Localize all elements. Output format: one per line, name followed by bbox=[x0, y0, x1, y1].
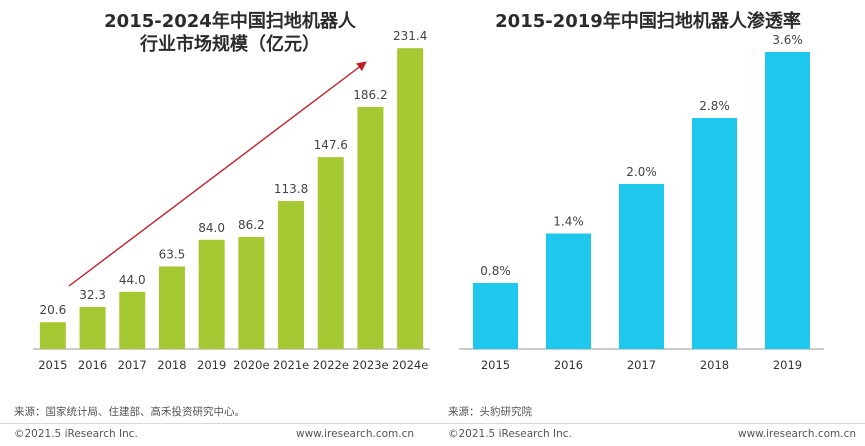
bar-2016 bbox=[546, 233, 591, 349]
data-label-2018: 2.8% bbox=[699, 99, 730, 113]
data-label-2019: 3.6% bbox=[772, 33, 803, 47]
x-tick-2018: 2018 bbox=[700, 358, 729, 372]
x-tick-2019: 2019 bbox=[773, 358, 802, 372]
left-title-line-1: 2015-2024年中国扫地机器人 bbox=[104, 11, 356, 32]
left-chart-title: 2015-2024年中国扫地机器人 行业市场规模（亿元） bbox=[30, 10, 430, 56]
x-tick-2019: 2019 bbox=[197, 358, 226, 372]
bar-2020e bbox=[238, 236, 265, 349]
bar-2023e bbox=[357, 106, 384, 349]
data-label-2015: 20.6 bbox=[39, 303, 66, 317]
bar-2016 bbox=[79, 307, 106, 349]
bar-2018 bbox=[692, 118, 737, 349]
bar-2022e bbox=[317, 157, 344, 349]
bar-2015 bbox=[39, 322, 66, 349]
data-label-2017: 2.0% bbox=[626, 165, 657, 179]
trend-arrow bbox=[68, 61, 367, 287]
penetration-rate-chart: 0.8% 2015 1.4% 2016 2.0% 2017 2.8% 2018 3.6% 2019 bbox=[459, 33, 824, 372]
data-label-2020e: 86.2 bbox=[238, 218, 265, 232]
website-link-right[interactable]: www.iresearch.com.cn bbox=[738, 428, 857, 440]
data-label-2024e: 231.4 bbox=[393, 29, 427, 43]
x-tick-2018: 2018 bbox=[157, 358, 186, 372]
market-size-chart: 20.6 2015 32.3 2016 44.0 2017 63.5 2018 84.0 2019… bbox=[33, 29, 430, 372]
data-label-2016: 32.3 bbox=[79, 288, 106, 302]
data-label-2021e: 113.8 bbox=[274, 182, 308, 196]
bar-2017 bbox=[119, 291, 146, 349]
bar-2018 bbox=[158, 266, 185, 349]
left-source-note: 来源：国家统计局、住建部、高禾投资研究中心。 bbox=[14, 406, 245, 418]
bar-2015 bbox=[473, 283, 518, 349]
right-source-note: 来源：头豹研究院 bbox=[448, 406, 532, 418]
data-label-2022e: 147.6 bbox=[314, 138, 348, 152]
x-tick-2022e: 2022e bbox=[313, 358, 349, 372]
bar-2024e bbox=[397, 48, 424, 350]
data-label-2023e: 186.2 bbox=[353, 88, 387, 102]
footer-divider bbox=[0, 423, 865, 424]
x-tick-2015: 2015 bbox=[38, 358, 67, 372]
copyright-right: ©2021.5 iResearch Inc. bbox=[448, 428, 572, 440]
x-tick-2016: 2016 bbox=[554, 358, 583, 372]
left-title-line-2: 行业市场规模（亿元） bbox=[140, 34, 320, 55]
data-label-2018: 63.5 bbox=[159, 247, 186, 261]
data-label-2015: 0.8% bbox=[480, 264, 511, 278]
data-label-2019: 84.0 bbox=[198, 221, 225, 235]
x-tick-2017: 2017 bbox=[118, 358, 147, 372]
x-tick-2021e: 2021e bbox=[273, 358, 309, 372]
x-tick-2016: 2016 bbox=[78, 358, 107, 372]
website-link-left[interactable]: www.iresearch.com.cn bbox=[296, 428, 415, 440]
data-label-2017: 44.0 bbox=[119, 273, 146, 287]
right-chart-title: 2015-2019年中国扫地机器人渗透率 bbox=[448, 10, 848, 33]
copyright-left: ©2021.5 iResearch Inc. bbox=[14, 428, 138, 440]
data-label-2016: 1.4% bbox=[553, 215, 584, 229]
bar-2019 bbox=[198, 239, 225, 349]
bar-2021e bbox=[278, 201, 305, 349]
x-tick-2017: 2017 bbox=[627, 358, 656, 372]
x-tick-2020e: 2020e bbox=[233, 358, 269, 372]
bar-2019 bbox=[765, 52, 810, 349]
x-tick-2023e: 2023e bbox=[352, 358, 388, 372]
right-title-line-1: 2015-2019年中国扫地机器人渗透率 bbox=[495, 11, 801, 32]
x-tick-2024e: 2024e bbox=[392, 358, 428, 372]
x-tick-2015: 2015 bbox=[481, 358, 510, 372]
bar-2017 bbox=[619, 184, 664, 349]
